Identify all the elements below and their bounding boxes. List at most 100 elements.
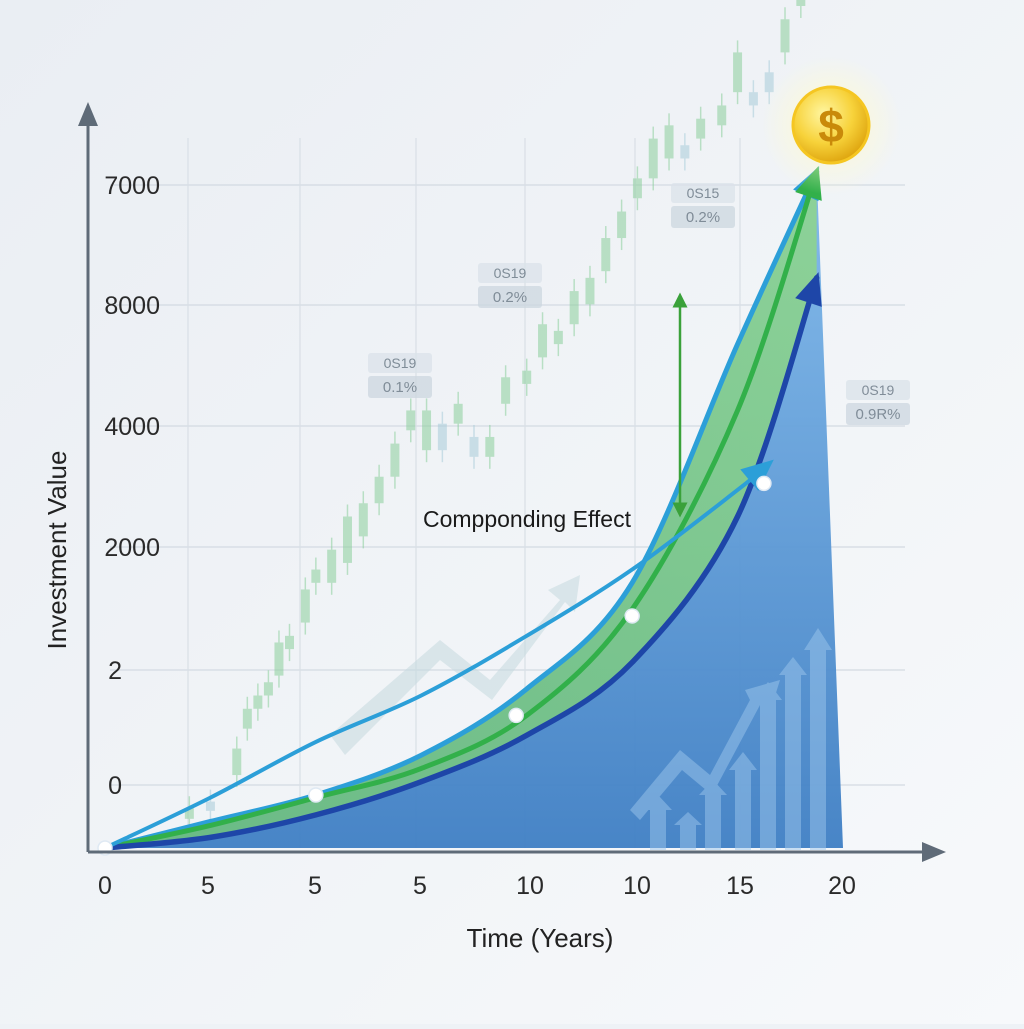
y-axis-arrow-icon: [78, 102, 98, 126]
x-tick-label: 10: [623, 872, 651, 900]
series-lines: [102, 166, 822, 851]
callout-box: 0S19 0.9R%: [846, 380, 910, 425]
candlestick: [501, 365, 511, 416]
x-tick-label: 0: [98, 872, 112, 900]
dollar-coin-icon: [791, 85, 871, 165]
x-axis-arrow-icon: [922, 842, 946, 862]
candle-body: [285, 635, 294, 650]
faded-trend-arrow-icon: [330, 575, 580, 755]
candlestick: [253, 683, 263, 721]
dollar-sign-icon: $: [818, 100, 844, 152]
compounding-effect-label: Compponding Effect: [423, 506, 632, 532]
candle-body: [585, 277, 595, 305]
data-point-marker: [508, 707, 524, 724]
y-tick-label: 8000: [104, 292, 160, 320]
candle-body: [796, 0, 806, 6]
callout-line1: 0S19: [862, 382, 895, 398]
candle-body: [485, 436, 495, 457]
candlestick: [390, 431, 400, 489]
y-tick-label: 0: [108, 772, 122, 800]
x-tick-label: 5: [201, 872, 215, 900]
candle-body: [780, 19, 790, 53]
callout-line2: 0.2%: [686, 209, 720, 226]
callout-line2: 0.2%: [493, 289, 527, 306]
series-arrowhead-icon: [795, 272, 822, 307]
candlestick: [469, 424, 479, 469]
candle-body: [253, 695, 263, 709]
y-tick-label: 4000: [104, 413, 160, 441]
x-axis-title: Time (Years): [467, 923, 614, 953]
candle-body: [437, 423, 447, 451]
candlestick: [733, 40, 743, 105]
callout-top-bg: [478, 263, 542, 283]
candle-body: [184, 808, 194, 819]
series-line-2: [102, 169, 820, 851]
y-tick-label: 2: [108, 657, 122, 685]
candlestick: [648, 126, 658, 191]
candle-body: [717, 105, 727, 126]
candlestick: [538, 312, 548, 370]
y-axis-title: Investment Value: [42, 451, 72, 650]
candlestick: [601, 226, 611, 284]
candlestick: [696, 106, 706, 151]
candlestick: [748, 80, 758, 118]
callout-line2: 0.9R%: [855, 406, 900, 423]
candlestick: [285, 623, 294, 662]
callout-line1: 0S19: [494, 265, 527, 281]
candle-body: [680, 145, 690, 159]
callout-bottom-bg: [368, 376, 432, 398]
candlestick: [680, 133, 690, 171]
candlestick: [585, 265, 595, 317]
x-tick-labels: 0 5 5 5 10 10 15 20: [98, 872, 856, 900]
y-tick-label: 7000: [104, 172, 160, 200]
series-line-4: [103, 461, 772, 850]
callout-top-bg: [671, 183, 735, 203]
x-tick-label: 10: [516, 872, 544, 900]
series-arrowhead-icon: [740, 459, 774, 491]
candlestick: [406, 398, 416, 443]
candlestick: [664, 113, 674, 171]
candle-body: [664, 125, 674, 159]
callout-line1: 0S19: [384, 355, 417, 371]
candle-body: [648, 138, 658, 179]
candle-body: [274, 642, 284, 676]
y-tick-label: 2000: [104, 534, 160, 562]
data-point-marker: [756, 475, 772, 492]
data-point-marker: [624, 608, 640, 624]
candle-body: [501, 377, 511, 404]
callout-box: 0S15 0.2%: [671, 183, 735, 228]
area-fill: [105, 171, 843, 849]
candle-body: [764, 72, 774, 93]
candlestick: [263, 670, 273, 708]
candlestick: [422, 398, 432, 463]
candle-body: [422, 410, 432, 451]
candle-body: [300, 589, 310, 623]
candlestick: [242, 696, 252, 741]
candle-body: [390, 443, 400, 477]
callout-box: 0S19 0.2%: [478, 263, 542, 308]
candle-body: [522, 370, 532, 384]
callout-box: 0S19 0.1%: [368, 353, 432, 398]
candlestick: [717, 93, 727, 138]
investment-area: [105, 171, 843, 849]
candlesticks: [184, 0, 806, 831]
candlestick: [522, 358, 532, 396]
candlestick: [374, 464, 384, 516]
candle-body: [342, 516, 352, 563]
candlestick: [796, 0, 806, 18]
candle-body: [469, 436, 479, 457]
candle-body: [601, 238, 611, 272]
data-markers: [97, 475, 772, 856]
candle-body: [617, 211, 627, 239]
callout-bottom-bg: [846, 403, 910, 425]
candlestick: [569, 279, 579, 337]
candle-body: [538, 324, 548, 358]
y-tick-labels: 0 2 2000 4000 8000 7000: [104, 172, 160, 800]
series-line-3: [102, 275, 820, 851]
candle-body: [453, 403, 463, 424]
callout-bottom-bg: [478, 286, 542, 308]
candlestick: [453, 391, 463, 436]
x-tick-label: 5: [413, 872, 427, 900]
x-tick-label: 20: [828, 872, 856, 900]
